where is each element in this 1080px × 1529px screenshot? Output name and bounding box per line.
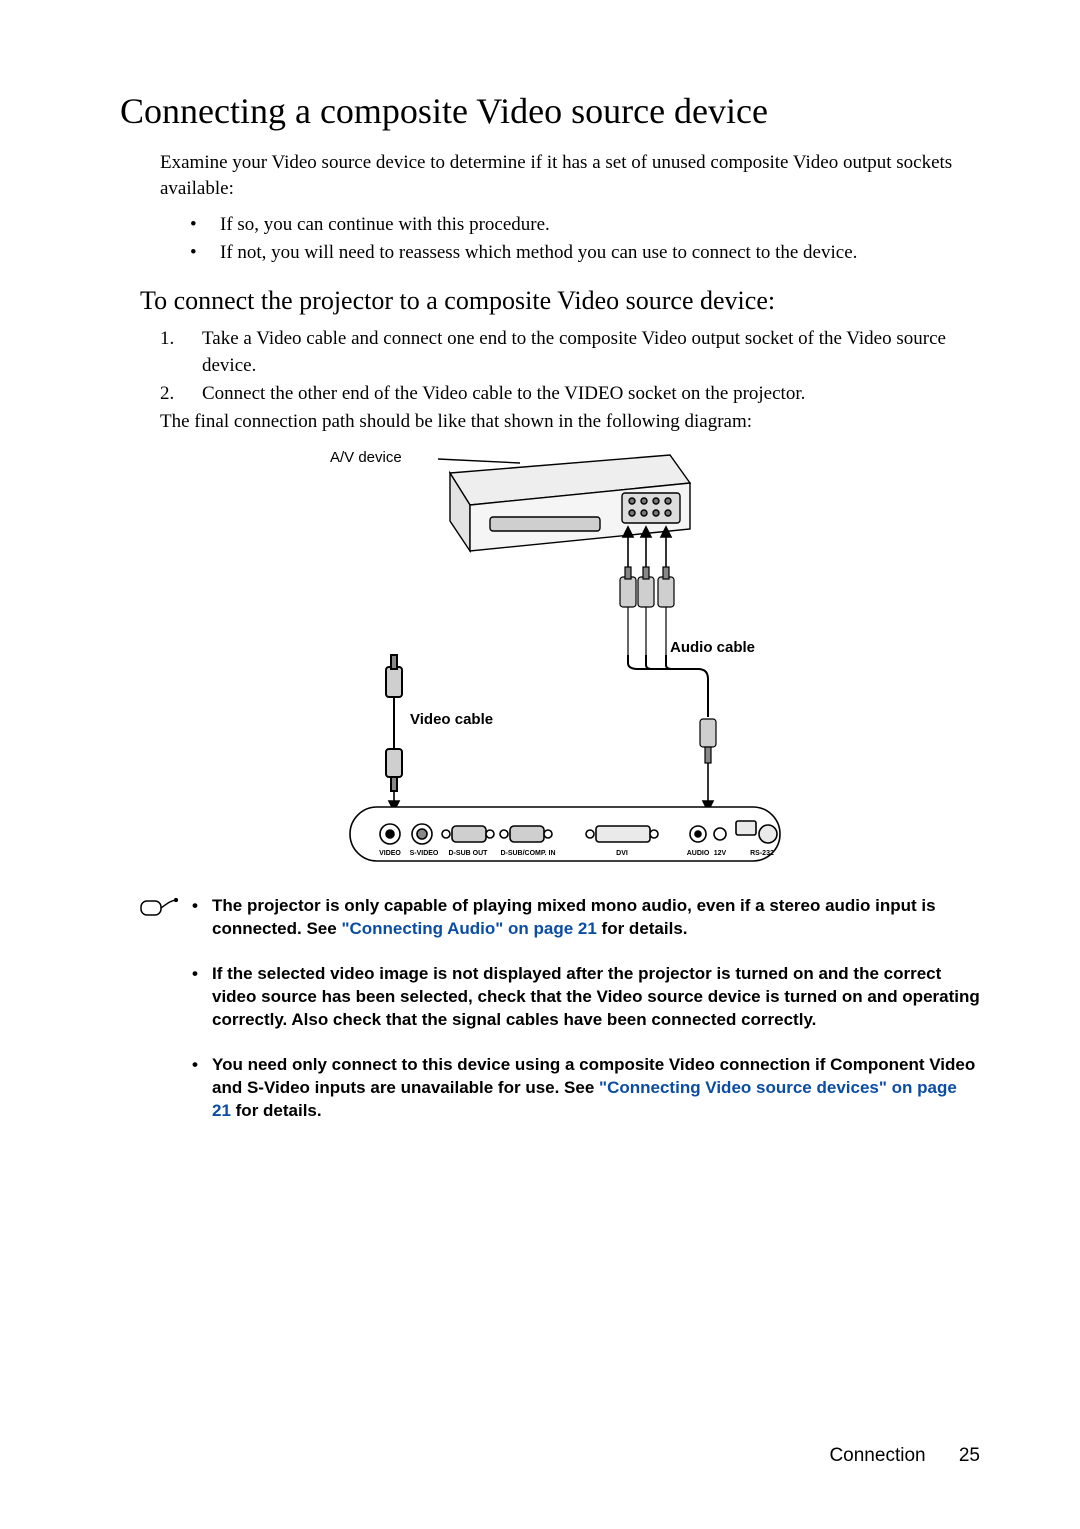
footer-section: Connection: [829, 1445, 925, 1466]
diagram-lead-in: The final connection path should be like…: [160, 409, 980, 435]
footer-page-number: 25: [959, 1445, 980, 1466]
numbered-steps: 1. Take a Video cable and connect one en…: [160, 326, 980, 407]
bullet-row: • If not, you will need to reassess whic…: [190, 239, 980, 267]
bullet-marker: •: [190, 239, 220, 267]
connection-diagram: A/V device Video cable Audio cable: [120, 449, 980, 869]
bullet-row: • If so, you can continue with this proc…: [190, 211, 980, 239]
section-subtitle: To connect the projector to a composite …: [140, 286, 980, 316]
bullet-text: If not, you will need to reassess which …: [220, 239, 857, 267]
bullet-marker: •: [192, 1054, 212, 1123]
av-device-label: A/V device: [330, 449, 402, 466]
port-label-audio: AUDIO: [687, 850, 710, 857]
note-text: The projector is only capable of playing…: [212, 895, 980, 941]
step-text: Connect the other end of the Video cable…: [202, 381, 805, 407]
port-label-svideo: S-VIDEO: [410, 850, 439, 857]
notes-list: • The projector is only capable of playi…: [192, 895, 980, 1145]
page-footer: Connection 25: [829, 1445, 980, 1467]
audio-cable-label: Audio cable: [670, 639, 755, 656]
bullet-marker: •: [192, 963, 212, 1032]
port-label-rs232: RS-232: [750, 850, 774, 857]
intro-bullets: • If so, you can continue with this proc…: [190, 211, 980, 266]
port-label-12v: 12V: [714, 850, 727, 857]
link-connecting-audio[interactable]: "Connecting Audio" on page 21: [341, 919, 596, 938]
video-cable-label: Video cable: [410, 711, 493, 728]
intro-paragraph: Examine your Video source device to dete…: [160, 150, 980, 201]
bullet-text: If so, you can continue with this proced…: [220, 211, 550, 239]
page: Connecting a composite Video source devi…: [0, 0, 1080, 1529]
step-number: 1.: [160, 326, 202, 378]
bullet-marker: •: [192, 895, 212, 941]
diagram-svg: VIDEO S-VIDEO D-SUB OUT D-SUB/COMP. IN D…: [290, 449, 810, 869]
port-label-video: VIDEO: [379, 850, 401, 857]
note-icon: [140, 895, 180, 1145]
notes-block: • The projector is only capable of playi…: [140, 895, 980, 1145]
step-row: 2. Connect the other end of the Video ca…: [160, 381, 980, 407]
port-label-dsubout: D-SUB OUT: [449, 850, 489, 857]
step-row: 1. Take a Video cable and connect one en…: [160, 326, 980, 378]
note-text: If the selected video image is not displ…: [212, 963, 980, 1032]
note-item: • You need only connect to this device u…: [192, 1054, 980, 1123]
port-label-dvi: DVI: [616, 850, 628, 857]
step-text: Take a Video cable and connect one end t…: [202, 326, 980, 378]
note-item: • The projector is only capable of playi…: [192, 895, 980, 941]
note-text: You need only connect to this device usi…: [212, 1054, 980, 1123]
step-number: 2.: [160, 381, 202, 407]
port-label-dsubcomp: D-SUB/COMP. IN: [500, 850, 555, 857]
bullet-marker: •: [190, 211, 220, 239]
note-item: • If the selected video image is not dis…: [192, 963, 980, 1032]
page-title: Connecting a composite Video source devi…: [120, 90, 980, 132]
